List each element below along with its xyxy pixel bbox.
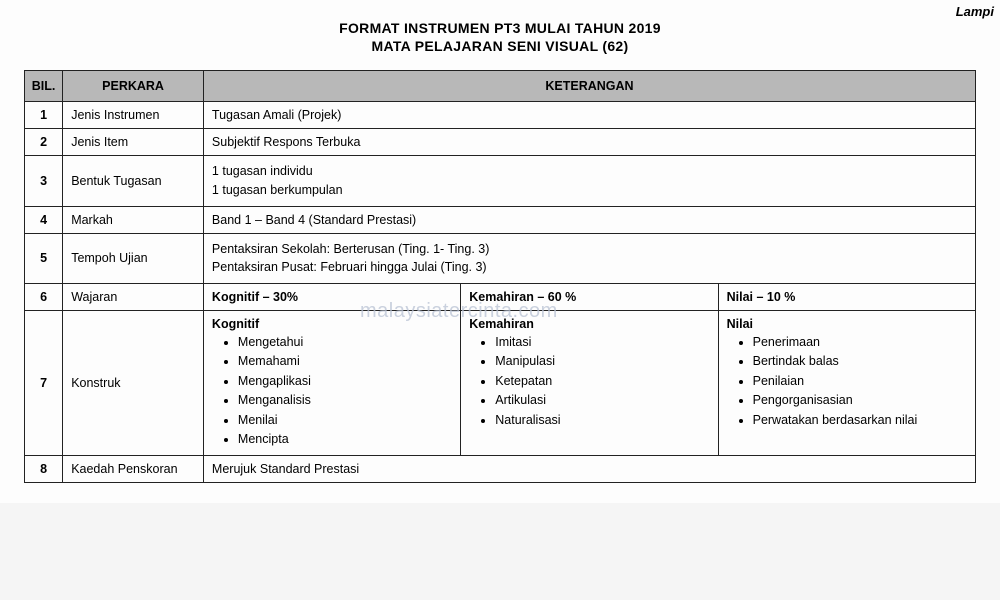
line: Pentaksiran Sekolah: Berterusan (Ting. 1… bbox=[212, 240, 967, 259]
list-item: Memahami bbox=[238, 352, 452, 371]
format-table: BIL. PERKARA KETERANGAN 1 Jenis Instrume… bbox=[24, 70, 976, 483]
cell-bil: 4 bbox=[25, 206, 63, 233]
list-item: Penilaian bbox=[753, 372, 967, 391]
cell-perkara: Konstruk bbox=[63, 311, 204, 456]
table-row: 5 Tempoh Ujian Pentaksiran Sekolah: Bert… bbox=[25, 233, 976, 284]
cell-perkara: Markah bbox=[63, 206, 204, 233]
cell-keterangan: Tugasan Amali (Projek) bbox=[203, 102, 975, 129]
cell-konstruk-kemahiran: Kemahiran Imitasi Manipulasi Ketepatan A… bbox=[461, 311, 718, 456]
list-item: Naturalisasi bbox=[495, 411, 709, 430]
list-item: Penerimaan bbox=[753, 333, 967, 352]
table-row: 7 Konstruk Kognitif Mengetahui Memahami … bbox=[25, 311, 976, 456]
list-item: Menilai bbox=[238, 411, 452, 430]
table-row: 2 Jenis Item Subjektif Respons Terbuka bbox=[25, 129, 976, 156]
cell-keterangan: Band 1 – Band 4 (Standard Prestasi) bbox=[203, 206, 975, 233]
line: 1 tugasan individu bbox=[212, 162, 967, 181]
cell-bil: 1 bbox=[25, 102, 63, 129]
list-item: Manipulasi bbox=[495, 352, 709, 371]
header-bil: BIL. bbox=[25, 71, 63, 102]
cell-bil: 2 bbox=[25, 129, 63, 156]
cell-keterangan: Merujuk Standard Prestasi bbox=[203, 456, 975, 483]
list-item: Artikulasi bbox=[495, 391, 709, 410]
list-item: Mengetahui bbox=[238, 333, 452, 352]
title: FORMAT INSTRUMEN PT3 MULAI TAHUN 2019 bbox=[24, 20, 976, 36]
cell-perkara: Jenis Instrumen bbox=[63, 102, 204, 129]
cell-bil: 8 bbox=[25, 456, 63, 483]
list-item: Ketepatan bbox=[495, 372, 709, 391]
list-item: Menganalisis bbox=[238, 391, 452, 410]
table-row: 3 Bentuk Tugasan 1 tugasan individu 1 tu… bbox=[25, 156, 976, 207]
cell-bil: 3 bbox=[25, 156, 63, 207]
list-item: Mengaplikasi bbox=[238, 372, 452, 391]
line: 1 tugasan berkumpulan bbox=[212, 181, 967, 200]
document-page: Lampi FORMAT INSTRUMEN PT3 MULAI TAHUN 2… bbox=[0, 0, 1000, 503]
table-row: 6 Wajaran Kognitif – 30% Kemahiran – 60 … bbox=[25, 284, 976, 311]
list-nilai: Penerimaan Bertindak balas Penilaian Pen… bbox=[727, 333, 967, 430]
line: Pentaksiran Pusat: Februari hingga Julai… bbox=[212, 258, 967, 277]
col-heading: Nilai bbox=[727, 317, 753, 331]
table-row: 8 Kaedah Penskoran Merujuk Standard Pres… bbox=[25, 456, 976, 483]
cell-wajaran-nilai: Nilai – 10 % bbox=[718, 284, 975, 311]
table-row: 4 Markah Band 1 – Band 4 (Standard Prest… bbox=[25, 206, 976, 233]
header-row: BIL. PERKARA KETERANGAN bbox=[25, 71, 976, 102]
list-item: Mencipta bbox=[238, 430, 452, 449]
cell-konstruk-kognitif: Kognitif Mengetahui Memahami Mengaplikas… bbox=[203, 311, 460, 456]
cell-bil: 7 bbox=[25, 311, 63, 456]
cell-wajaran-kognitif: Kognitif – 30% bbox=[203, 284, 460, 311]
corner-label: Lampi bbox=[956, 4, 994, 19]
cell-perkara: Jenis Item bbox=[63, 129, 204, 156]
cell-wajaran-kemahiran: Kemahiran – 60 % bbox=[461, 284, 718, 311]
list-kognitif: Mengetahui Memahami Mengaplikasi Mengana… bbox=[212, 333, 452, 449]
cell-konstruk-nilai: Nilai Penerimaan Bertindak balas Penilai… bbox=[718, 311, 975, 456]
table-row: 1 Jenis Instrumen Tugasan Amali (Projek) bbox=[25, 102, 976, 129]
cell-keterangan: 1 tugasan individu 1 tugasan berkumpulan bbox=[203, 156, 975, 207]
cell-perkara: Tempoh Ujian bbox=[63, 233, 204, 284]
list-item: Pengorganisasian bbox=[753, 391, 967, 410]
col-heading: Kognitif bbox=[212, 317, 259, 331]
list-item: Bertindak balas bbox=[753, 352, 967, 371]
cell-perkara: Bentuk Tugasan bbox=[63, 156, 204, 207]
list-item: Imitasi bbox=[495, 333, 709, 352]
cell-keterangan: Pentaksiran Sekolah: Berterusan (Ting. 1… bbox=[203, 233, 975, 284]
cell-perkara: Wajaran bbox=[63, 284, 204, 311]
header-keterangan: KETERANGAN bbox=[203, 71, 975, 102]
col-heading: Kemahiran bbox=[469, 317, 534, 331]
cell-keterangan: Subjektif Respons Terbuka bbox=[203, 129, 975, 156]
subtitle: MATA PELAJARAN SENI VISUAL (62) bbox=[24, 38, 976, 54]
cell-perkara: Kaedah Penskoran bbox=[63, 456, 204, 483]
cell-bil: 5 bbox=[25, 233, 63, 284]
header-perkara: PERKARA bbox=[63, 71, 204, 102]
list-kemahiran: Imitasi Manipulasi Ketepatan Artikulasi … bbox=[469, 333, 709, 430]
cell-bil: 6 bbox=[25, 284, 63, 311]
list-item: Perwatakan berdasarkan nilai bbox=[753, 411, 967, 430]
